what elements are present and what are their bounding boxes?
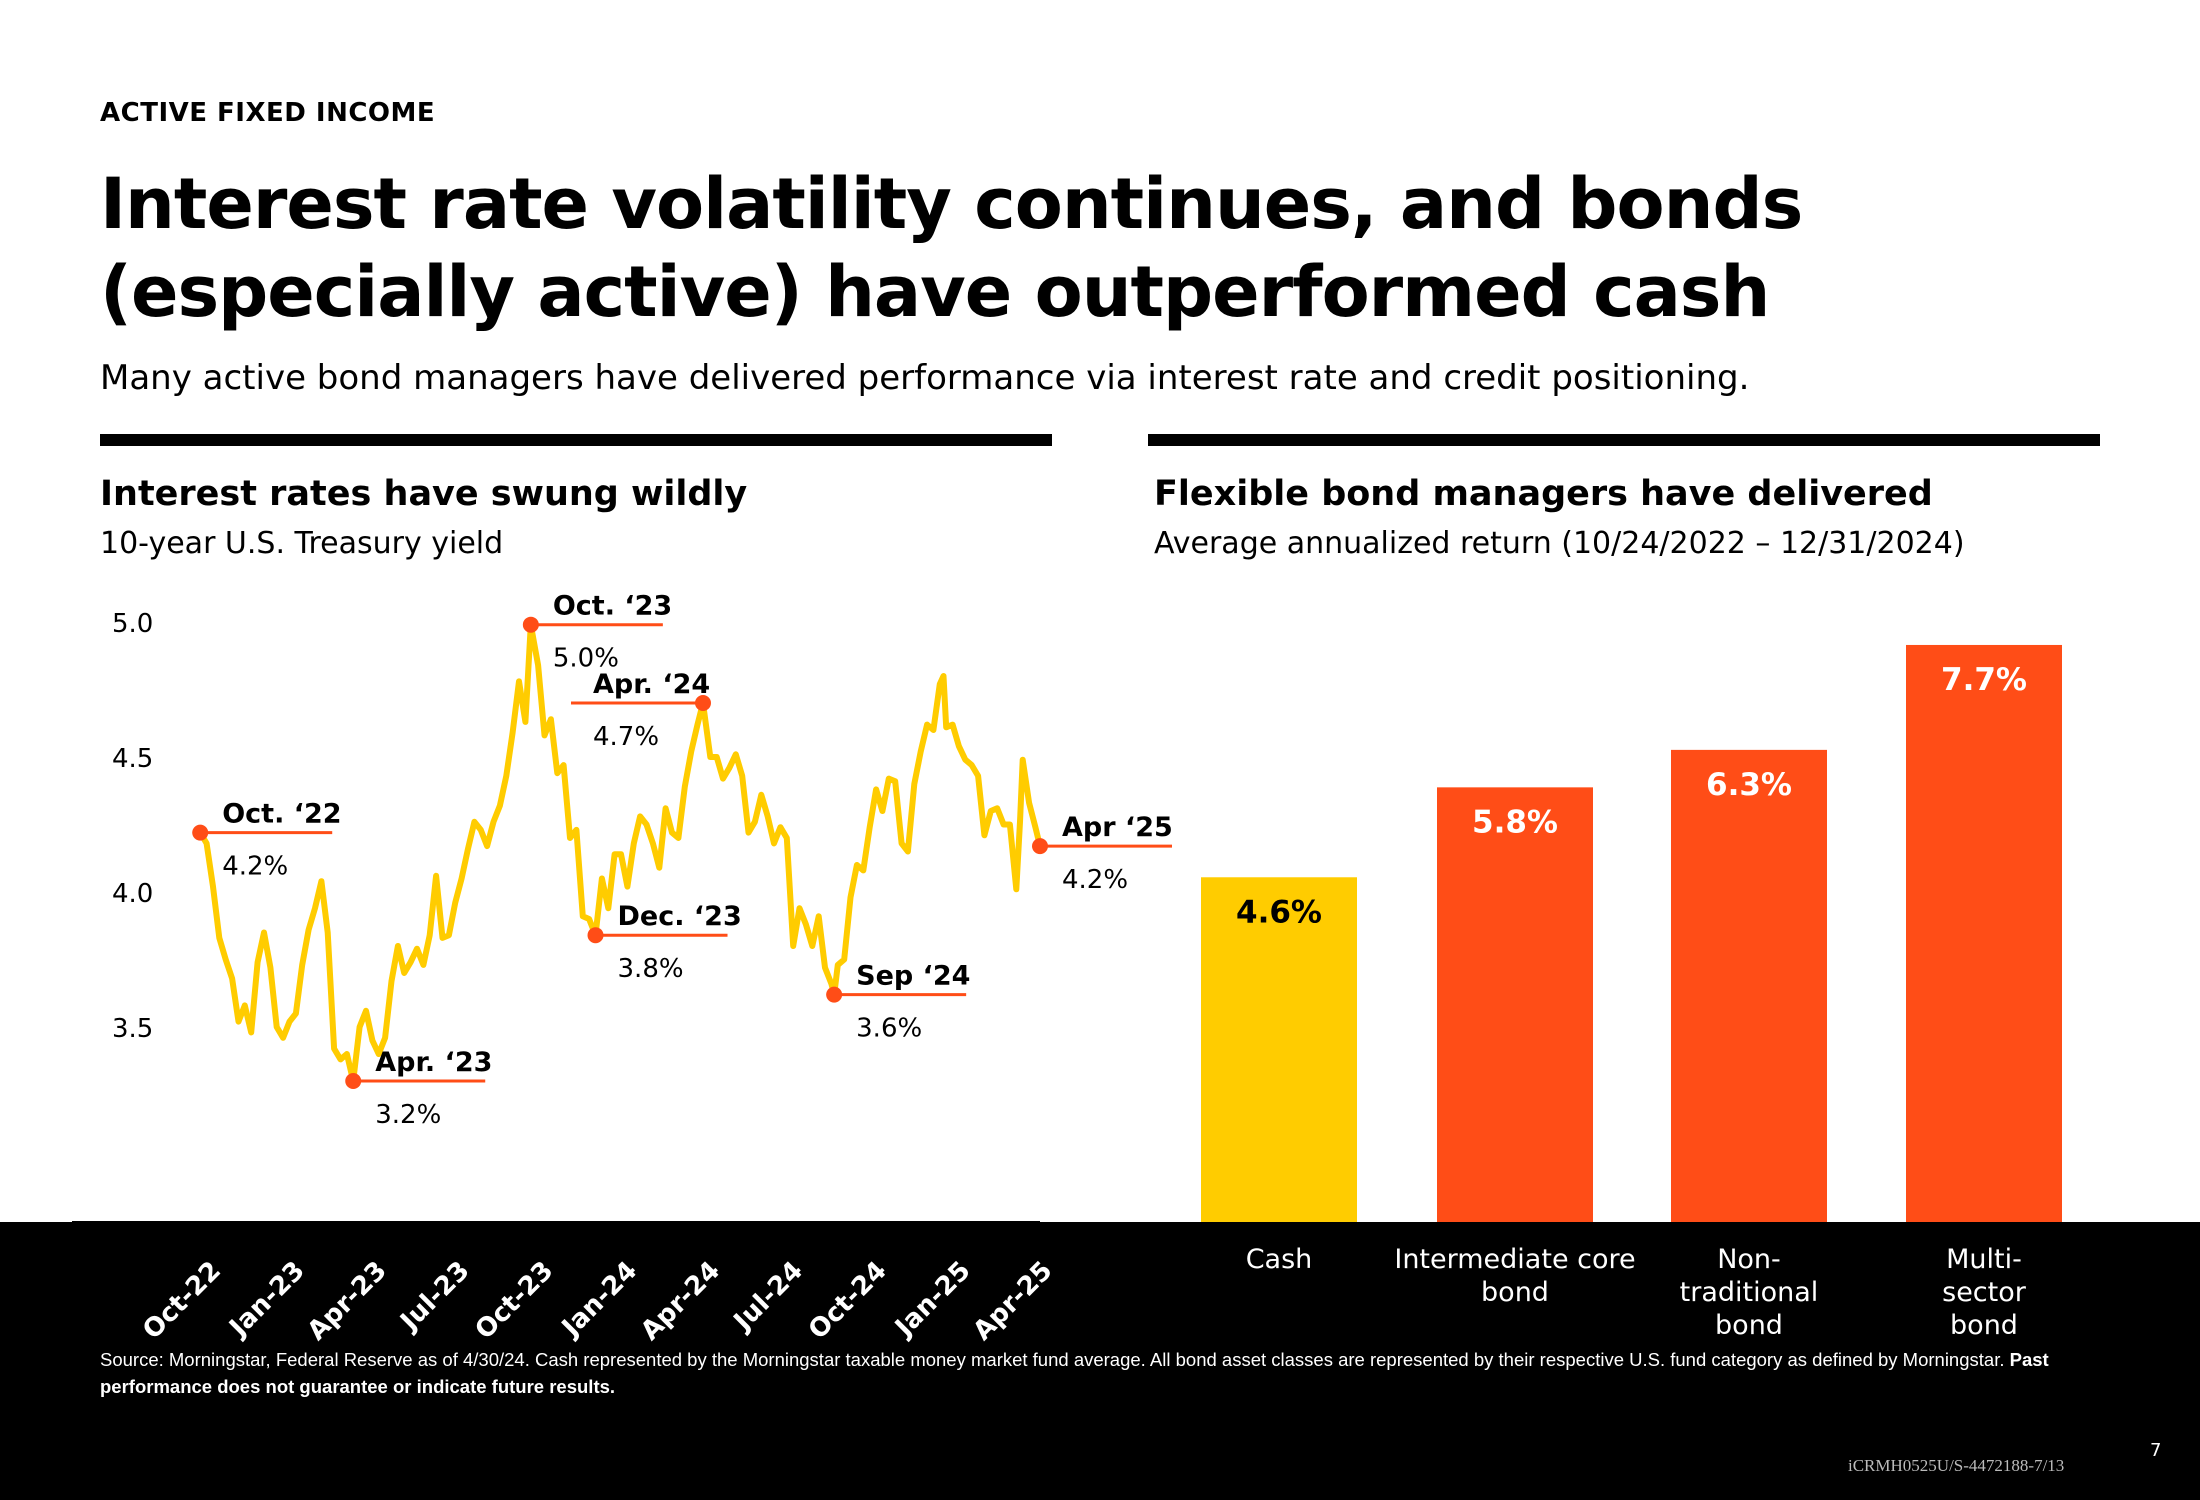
bar-value-label: 4.6% — [1236, 894, 1322, 930]
category-label: Cash — [1246, 1244, 1313, 1275]
source-footnote: Source: Morningstar, Federal Reserve as … — [100, 1346, 2110, 1400]
x-tick-label: Jul-24 — [727, 1256, 809, 1338]
yield-series-line — [197, 621, 1043, 1084]
annotation-value: 5.0% — [553, 644, 619, 674]
y-tick-label: 4.0 — [112, 879, 153, 909]
category-label: traditional — [1680, 1277, 1819, 1308]
category-label: sector — [1942, 1277, 2027, 1308]
annotation-value: 4.2% — [222, 852, 288, 882]
annotation-label: Apr ‘25 — [1062, 812, 1173, 843]
category-label: Non- — [1717, 1244, 1781, 1275]
bar-intermediate-core-bond — [1437, 787, 1593, 1222]
category-label: Intermediate core — [1394, 1244, 1635, 1275]
annotation-marker — [345, 1073, 362, 1089]
right-divider — [1148, 434, 2100, 446]
bar-chart-subtitle: Average annualized return (10/24/2022 – … — [1154, 526, 1965, 561]
annotation-label: Oct. ‘23 — [553, 591, 672, 622]
annotation-marker — [192, 824, 209, 841]
yield-line-chart: 5.0 4.5 4.0 3.5 Oct. ‘22 4.2% Apr. ‘23 3.2% Oct.… — [72, 591, 1173, 1347]
x-tick-label: Apr-24 — [635, 1256, 726, 1347]
x-tick-label: Jul-23 — [394, 1256, 476, 1338]
category-label: bond — [1481, 1277, 1549, 1308]
line-chart-title: Interest rates have swung wildly — [100, 474, 748, 514]
bar-value-label: 5.8% — [1472, 804, 1558, 840]
annotation-label: Dec. ‘23 — [618, 901, 742, 932]
bar-value-label: 6.3% — [1706, 767, 1792, 803]
left-divider — [100, 434, 1052, 446]
x-tick-label: Oct-24 — [803, 1256, 893, 1346]
category-label: bond — [1950, 1310, 2018, 1341]
annotation-label: Apr. ‘23 — [375, 1047, 492, 1078]
bar-value-label: 7.7% — [1941, 662, 2027, 698]
annotation-marker — [587, 927, 604, 944]
annotation-value: 3.6% — [856, 1014, 922, 1044]
annotation-marker — [694, 695, 711, 711]
annotation-marker — [826, 986, 843, 1003]
y-tick-label: 5.0 — [112, 609, 153, 639]
annotation-marker — [1032, 838, 1048, 855]
x-tick-label: Jan-25 — [888, 1256, 976, 1344]
x-tick-label: Jan-24 — [555, 1256, 643, 1344]
annotation-label: Oct. ‘22 — [222, 799, 341, 830]
bar-cash — [1201, 877, 1357, 1222]
eyebrow-label: ACTIVE FIXED INCOME — [100, 98, 436, 128]
annotation-label: Sep ‘24 — [856, 961, 970, 992]
bar-chart-title: Flexible bond managers have delivered — [1154, 474, 1933, 514]
source-disclaimer: Past performance does not guarantee or i… — [100, 1349, 2049, 1397]
x-tick-label: Oct-23 — [470, 1256, 560, 1346]
annotation-value: 3.8% — [618, 954, 684, 984]
line-chart-subtitle: 10-year U.S. Treasury yield — [100, 526, 504, 561]
x-tick-label: Jan-23 — [223, 1256, 311, 1344]
category-label: bond — [1715, 1310, 1783, 1341]
annotation-label: Apr. ‘24 — [593, 669, 710, 700]
x-tick-label: Apr-25 — [968, 1256, 1059, 1347]
x-tick-label: Oct-22 — [137, 1256, 227, 1346]
bar-non-traditional-bond — [1671, 749, 1827, 1222]
source-text: Source: Morningstar, Federal Reserve as … — [100, 1349, 2005, 1370]
category-label: Multi- — [1946, 1244, 2022, 1275]
page-title: Interest rate volatility continues, and … — [100, 163, 1803, 333]
footer-band — [0, 1222, 2200, 1500]
page-number: 7 — [2150, 1440, 2162, 1461]
bar-multi-sector-bond — [1906, 644, 2062, 1222]
page-subtitle: Many active bond managers have delivered… — [100, 358, 1750, 398]
x-tick-label: Apr-23 — [302, 1256, 393, 1347]
annotation-marker — [522, 616, 539, 633]
annotation-value: 3.2% — [375, 1100, 441, 1130]
annotation-value: 4.2% — [1062, 865, 1128, 895]
annotation-value: 4.7% — [593, 722, 659, 752]
y-tick-label: 3.5 — [112, 1014, 153, 1044]
document-code: iCRMH0525U/S-4472188-7/13 — [1848, 1456, 2065, 1475]
y-tick-label: 4.5 — [112, 744, 153, 774]
